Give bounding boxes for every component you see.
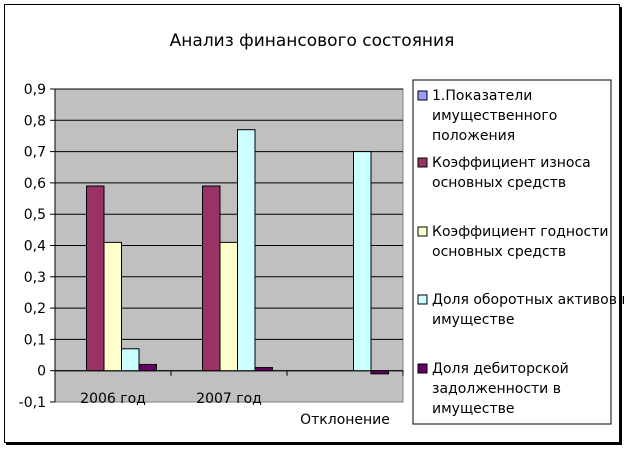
bar (202, 185, 221, 372)
bar (353, 151, 372, 372)
bar (121, 348, 140, 372)
legend: 1.Показатели имущественного положения Коэфф… (412, 79, 624, 425)
x-tick-label: 2006 год (80, 391, 146, 407)
legend-swatch (417, 157, 428, 168)
bar (370, 370, 389, 375)
bar (86, 185, 105, 372)
y-tick-label: -0,1 (19, 395, 46, 411)
legend-label: Доля дебиторской задолженности в имуществе (432, 361, 569, 417)
chart-title: Анализ финансового состояния (170, 31, 455, 51)
legend-swatch (417, 363, 428, 374)
legend-box (412, 79, 612, 425)
bar (219, 241, 238, 372)
y-tick-label: 0,7 (24, 145, 46, 161)
chart-border-shadow-right (619, 7, 622, 445)
y-tick-label: 0,5 (24, 207, 46, 223)
legend-swatch (417, 294, 428, 305)
bar (237, 129, 256, 372)
legend-label: Коэффициент годности основных средств (432, 224, 609, 260)
y-tick-label: 0 (37, 364, 46, 380)
legend-label: 1.Показатели имущественного положения (432, 88, 557, 144)
bar (138, 363, 157, 372)
x-tick-label: 2007 год (196, 391, 262, 407)
legend-swatch (417, 226, 428, 237)
plot-area: -0,1 0 0,1 0,2 0,3 0,4 0,5 0,6 0,7 0,8 0,9 2006 год… (19, 82, 404, 428)
chart-border-shadow (6, 442, 621, 445)
legend-label: Коэффициент износа основных средств (432, 155, 591, 191)
y-tick-label: 0,6 (24, 176, 46, 192)
y-tick-label: 0,1 (24, 332, 46, 348)
y-tick-label: 0,4 (24, 239, 46, 255)
x-tick-label: Отклонение (300, 412, 390, 428)
y-tick-label: 0,2 (24, 301, 46, 317)
bar (103, 241, 122, 372)
y-tick-label: 0,3 (24, 270, 46, 286)
y-tick-label: 0,9 (24, 82, 46, 98)
legend-swatch (417, 90, 428, 101)
bar (254, 367, 273, 372)
legend-label: Доля оборотных активов в имуществе (432, 292, 624, 328)
y-tick-label: 0,8 (24, 113, 46, 129)
